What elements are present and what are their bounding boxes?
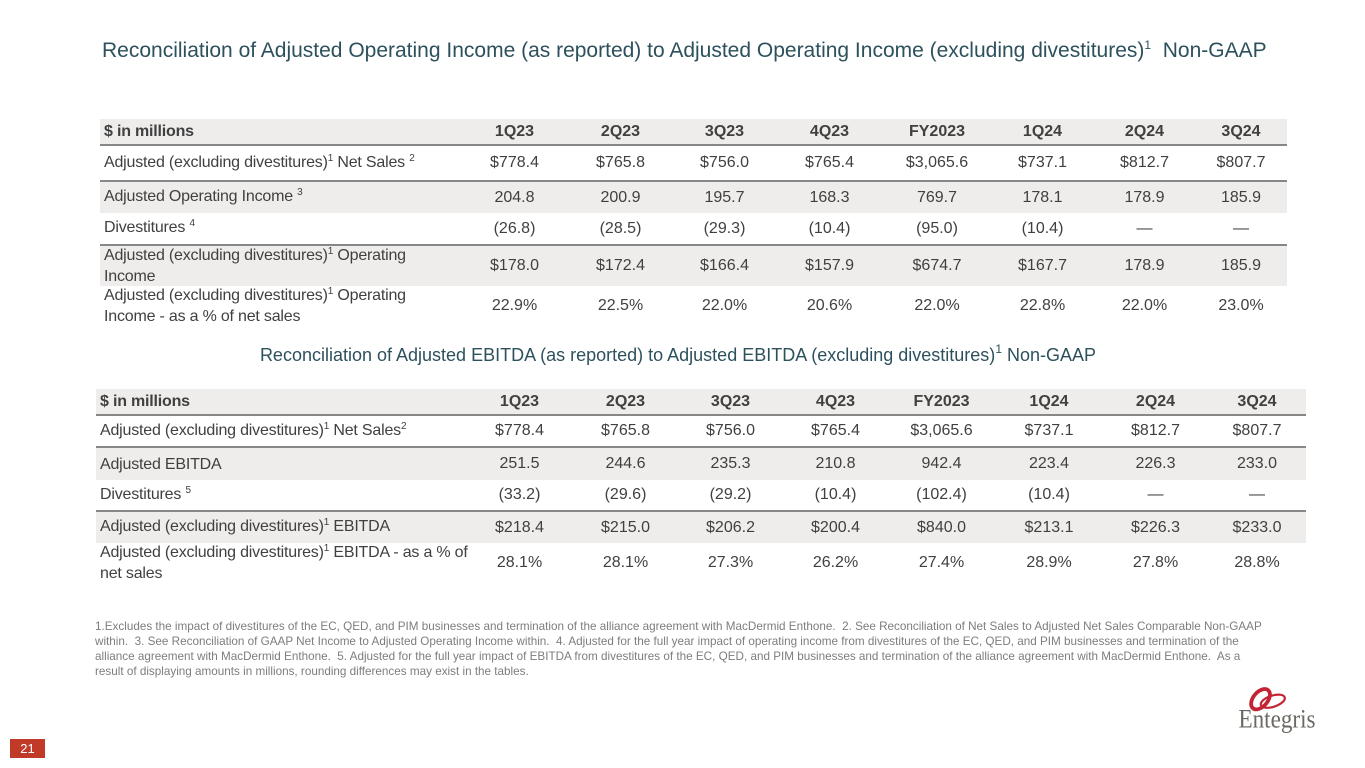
svg-text:Entegris: Entegris (1239, 704, 1316, 733)
